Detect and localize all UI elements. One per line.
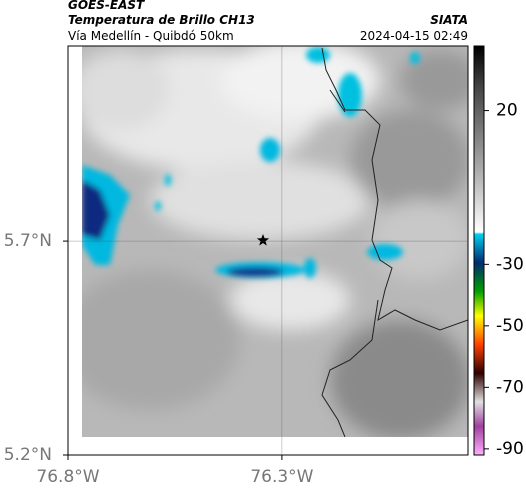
colorbar-tick-label: 20 <box>496 101 518 121</box>
agency: SIATA <box>430 13 468 27</box>
colorbar-tick-label: -50 <box>496 316 524 336</box>
map-frame <box>67 45 469 456</box>
region: Vía Medellín - Quibdó 50km <box>68 29 234 43</box>
timestamp: 2024-04-15 02:49 <box>360 29 468 43</box>
product: Temperatura de Brillo CH13 <box>68 13 255 27</box>
y-tick-label: 5.2°N <box>4 445 52 465</box>
source: GOES-EAST <box>68 0 145 12</box>
x-tick-label: 76.8°W <box>36 467 99 487</box>
x-tick-label: 76.3°W <box>250 467 313 487</box>
colorbar-tick-label: -30 <box>496 254 524 274</box>
city-marker <box>256 234 270 246</box>
colorbar <box>473 45 485 456</box>
y-tick-label: 5.7°N <box>4 231 52 251</box>
satellite-image <box>82 46 468 437</box>
colorbar-tick-label: -90 <box>496 439 524 459</box>
colorbar-tick-label: -70 <box>496 377 524 397</box>
